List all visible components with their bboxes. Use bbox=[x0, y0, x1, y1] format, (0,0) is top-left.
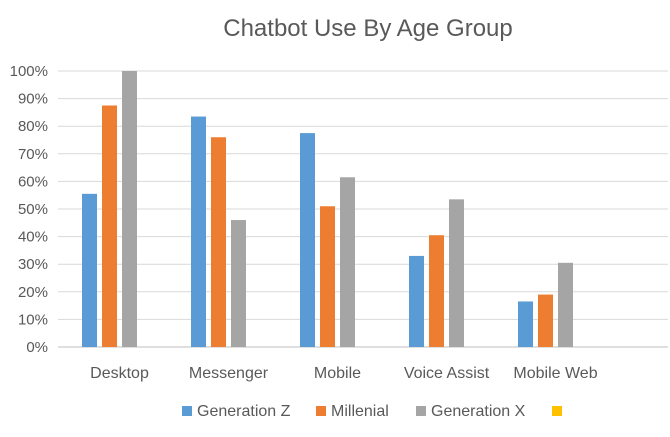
y-tick-label: 10% bbox=[18, 311, 48, 328]
gridlines bbox=[58, 70, 668, 348]
legend-label: Millenial bbox=[331, 403, 389, 420]
legend-label: Generation Z bbox=[197, 403, 291, 420]
x-tick-label: Mobile Web bbox=[513, 365, 597, 382]
x-tick-label: Mobile bbox=[314, 365, 361, 382]
y-axis-tick-labels: 0% 10% 20% 30% 40% 50% 60% 70% 80% 90% 100% bbox=[10, 63, 48, 356]
bars bbox=[82, 71, 573, 347]
bar-generation-x-mobile bbox=[340, 177, 355, 347]
x-tick-label: Messenger bbox=[189, 365, 269, 382]
bar-generation-x-messenger bbox=[231, 220, 246, 347]
legend-label: Generation X bbox=[431, 403, 526, 420]
legend-swatch bbox=[552, 406, 562, 416]
x-axis-tick-labels: Desktop Messenger Mobile Voice Assist Mobile… bbox=[90, 365, 598, 382]
bar-generation-z-voice-assist bbox=[409, 255, 424, 347]
bar-generation-x-desktop bbox=[122, 71, 137, 347]
x-tick-label: Voice Assist bbox=[404, 365, 490, 382]
bar-generation-z-mobile-web bbox=[518, 301, 533, 347]
y-tick-label: 70% bbox=[18, 146, 48, 163]
legend-swatch bbox=[416, 406, 426, 416]
y-tick-label: 80% bbox=[18, 118, 48, 135]
legend-swatch bbox=[316, 406, 326, 416]
y-tick-label: 40% bbox=[18, 229, 48, 246]
bar-generation-x-mobile-web bbox=[558, 262, 573, 347]
y-tick-label: 90% bbox=[18, 91, 48, 108]
chart-title: Chatbot Use By Age Group bbox=[223, 15, 513, 42]
y-tick-label: 0% bbox=[26, 339, 48, 356]
y-tick-label: 30% bbox=[18, 256, 48, 273]
bar-generation-z-desktop bbox=[82, 193, 97, 347]
bar-millenial-desktop bbox=[102, 105, 117, 347]
bar-millenial-mobile bbox=[320, 206, 335, 347]
bar-millenial-messenger bbox=[211, 137, 226, 347]
bar-millenial-mobile-web bbox=[538, 294, 553, 347]
y-tick-label: 60% bbox=[18, 173, 48, 190]
x-tick-label: Desktop bbox=[90, 365, 149, 382]
y-tick-label: 50% bbox=[18, 201, 48, 218]
bar-generation-z-mobile bbox=[300, 133, 315, 347]
bar-millenial-voice-assist bbox=[429, 235, 444, 347]
y-tick-label: 20% bbox=[18, 284, 48, 301]
y-tick-label: 100% bbox=[10, 63, 48, 80]
legend: Generation Z Millenial Generation X bbox=[182, 403, 562, 420]
bar-generation-z-messenger bbox=[191, 116, 206, 347]
bar-generation-x-voice-assist bbox=[449, 199, 464, 347]
legend-swatch bbox=[182, 406, 192, 416]
